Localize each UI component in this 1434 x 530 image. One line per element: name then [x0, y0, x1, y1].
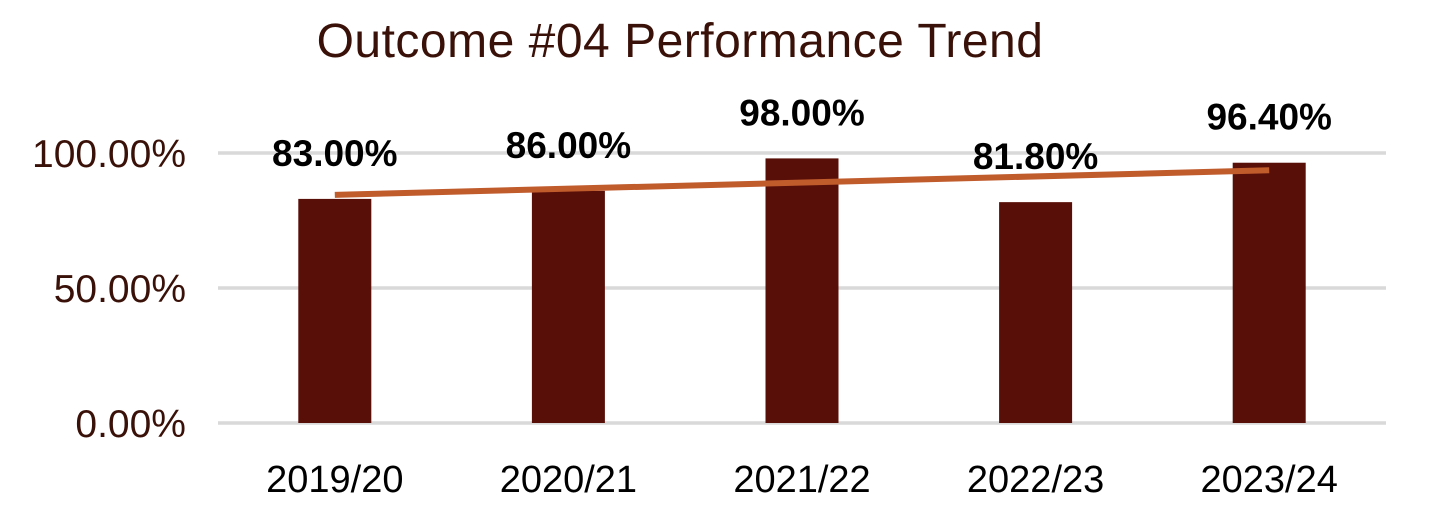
data-label: 86.00% — [506, 125, 632, 166]
trendline — [334, 167, 1270, 198]
bar-2021-22 — [765, 158, 839, 423]
bar-2020-21 — [531, 190, 605, 423]
y-tick-label: 0.00% — [75, 403, 186, 446]
y-tick-label: 50.00% — [54, 268, 186, 311]
data-label: 81.80% — [973, 136, 1099, 177]
x-tick-label: 2020/21 — [500, 459, 637, 501]
data-label: 96.40% — [1206, 97, 1332, 138]
data-label: 98.00% — [739, 92, 865, 133]
bar-2022-23 — [999, 202, 1073, 423]
x-tick-label: 2023/24 — [1201, 459, 1338, 501]
x-tick-label: 2019/20 — [266, 459, 403, 501]
chart-title: Outcome #04 Performance Trend — [316, 15, 1044, 68]
x-tick-label: 2021/22 — [733, 459, 870, 501]
y-tick-label: 100.00% — [32, 133, 186, 176]
bar-2019-20 — [298, 198, 372, 423]
bar-2023-24 — [1232, 162, 1306, 423]
data-label: 83.00% — [272, 133, 398, 174]
x-tick-label: 2022/23 — [967, 459, 1104, 501]
